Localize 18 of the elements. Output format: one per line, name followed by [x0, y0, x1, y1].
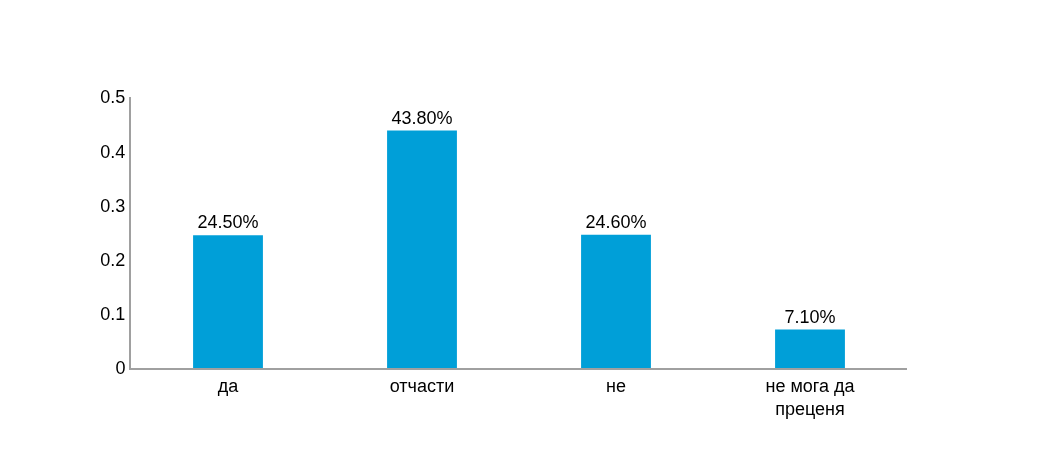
- data-label: 24.50%: [197, 212, 259, 233]
- data-label: 7.10%: [784, 306, 836, 327]
- x-tick-label: да: [217, 375, 240, 396]
- y-tick-label: 0.1: [100, 304, 126, 325]
- x-tick-label: не мога да преценя: [765, 375, 856, 419]
- bar: [387, 130, 457, 368]
- bar: [581, 234, 651, 368]
- bar: [193, 235, 263, 368]
- y-tick-label: 0.2: [100, 249, 126, 270]
- x-tick-label: отчасти: [389, 375, 455, 396]
- y-tick-label: 0.3: [100, 195, 126, 216]
- y-tick-label: 0: [115, 358, 126, 379]
- bar: [775, 329, 845, 368]
- data-label: 24.60%: [585, 211, 647, 232]
- y-tick-label: 0.4: [100, 141, 126, 162]
- y-tick-label: 0.5: [100, 87, 126, 108]
- data-label: 43.80%: [391, 107, 453, 128]
- x-tick-label: не: [606, 375, 626, 396]
